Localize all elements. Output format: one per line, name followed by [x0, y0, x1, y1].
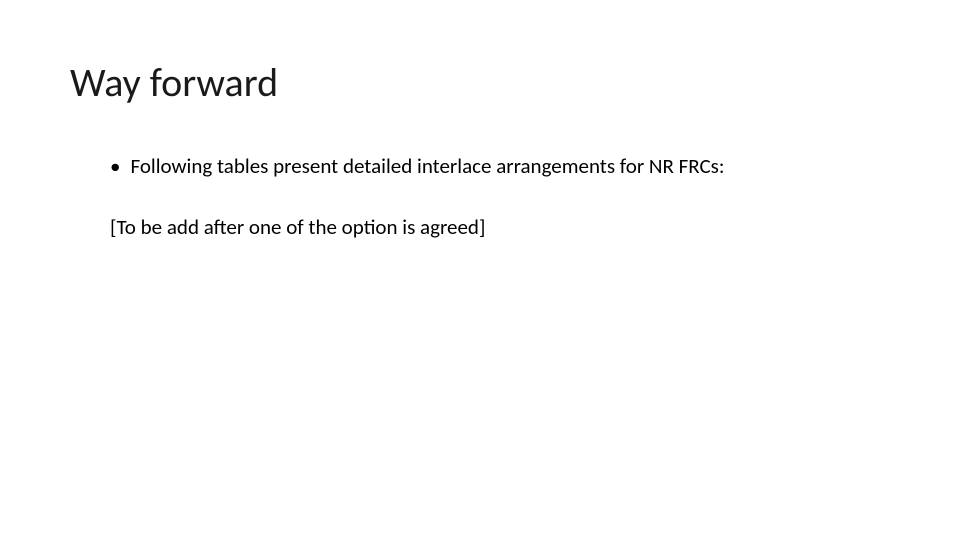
bullet-marker: •: [110, 153, 120, 180]
slide-title: Way forward: [70, 58, 890, 107]
slide-container: Way forward • Following tables present d…: [0, 0, 960, 540]
note-line: [To be add after one of the option is ag…: [110, 214, 890, 241]
bullet-item: • Following tables present detailed inte…: [110, 153, 890, 180]
bullet-text: Following tables present detailed interl…: [130, 153, 724, 180]
slide-body: • Following tables present detailed inte…: [70, 153, 890, 242]
